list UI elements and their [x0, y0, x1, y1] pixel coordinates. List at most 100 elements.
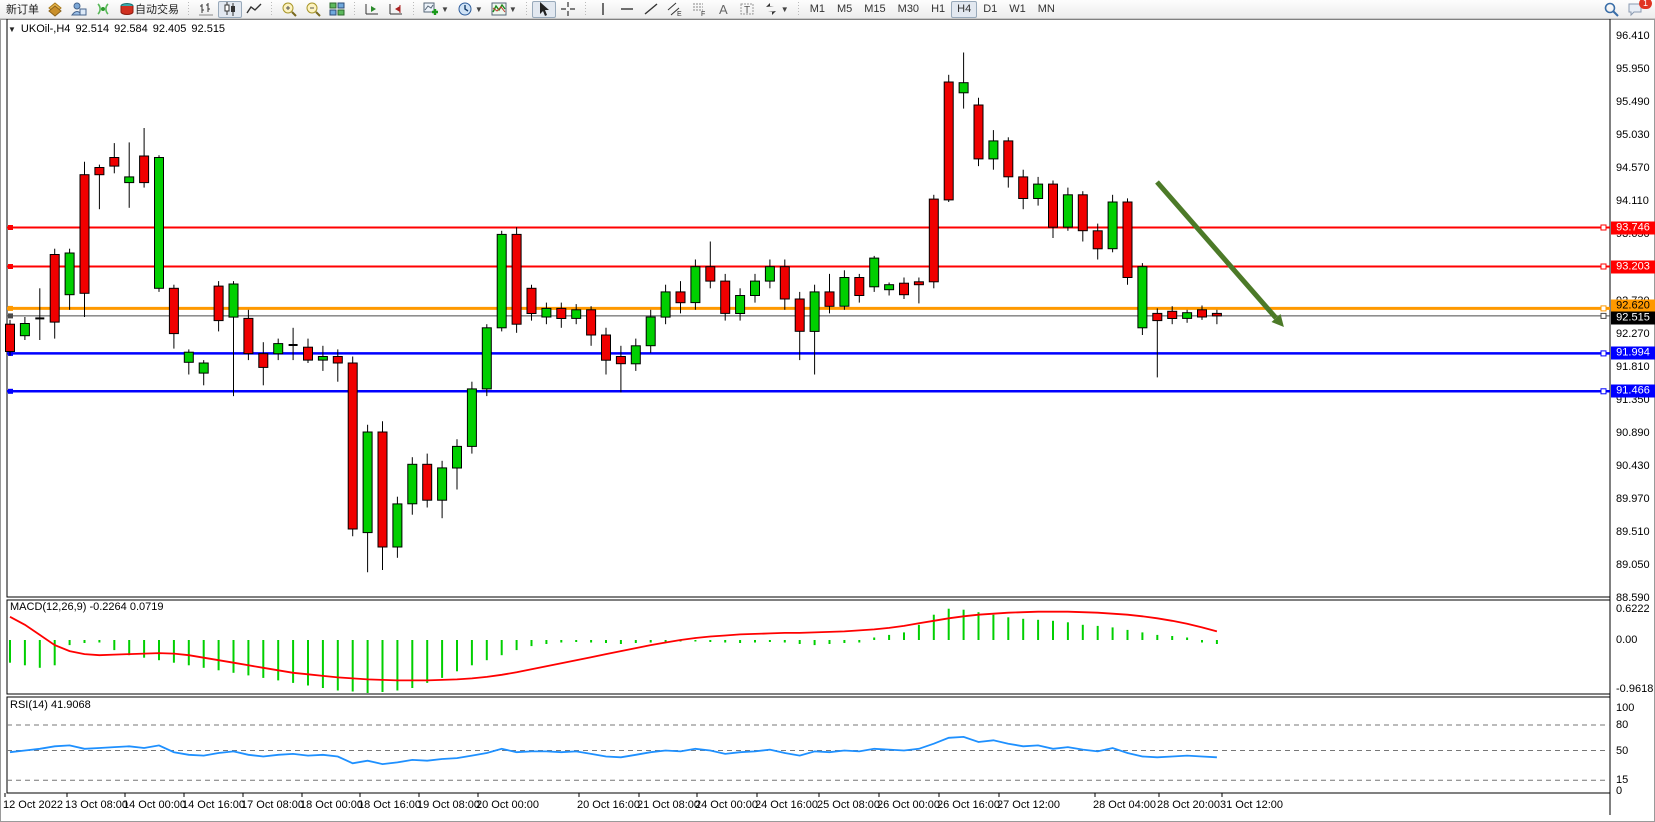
- horizontal-line-button[interactable]: [615, 1, 639, 18]
- time-axis-label: 26 Oct 16:00: [937, 799, 1000, 811]
- timeframe-button-m5[interactable]: M5: [836, 3, 853, 15]
- search-button[interactable]: [1599, 1, 1623, 18]
- toolbar-separator: [523, 1, 529, 17]
- text-label-icon: T: [739, 1, 755, 17]
- fibonacci-button[interactable]: F: [687, 1, 711, 18]
- line-chart-icon: [246, 1, 262, 17]
- search-icon: [1603, 1, 1619, 17]
- price-axis-label: 89.510: [1616, 525, 1650, 538]
- candlestick-chart-icon: [222, 1, 238, 17]
- indicators-button[interactable]: ▼: [487, 1, 521, 18]
- price-axis-label: 88.590: [1616, 592, 1650, 604]
- timeframe-button-w1[interactable]: W1: [1009, 3, 1026, 15]
- line-chart-button[interactable]: [242, 1, 266, 18]
- timeframe-button-h4[interactable]: H4: [951, 0, 978, 18]
- shapes-button[interactable]: ▼: [759, 1, 793, 18]
- trendline-button[interactable]: [639, 1, 663, 18]
- price-axis-label: 92.270: [1616, 327, 1650, 340]
- new-order-label: 新订单: [6, 4, 39, 16]
- chart-shift-button[interactable]: [384, 1, 408, 18]
- time-axis-label: 28 Oct 20:00: [1157, 799, 1220, 811]
- tile-windows-button[interactable]: [325, 1, 349, 18]
- price-axis-label: 95.950: [1616, 63, 1650, 76]
- time-axis-label: 26 Oct 00:00: [877, 799, 940, 811]
- price-axis-label: 95.490: [1616, 96, 1650, 109]
- rsi-axis-label: 100: [1616, 702, 1635, 714]
- text-label-button[interactable]: T: [735, 1, 759, 18]
- chevron-down-icon: ▼: [441, 4, 449, 14]
- macd-axis-label: 0.6222: [1616, 602, 1650, 615]
- timeframe-button-m1[interactable]: M1: [809, 3, 825, 15]
- toolbar-separator: [795, 1, 801, 17]
- price-axis-label: 89.050: [1616, 559, 1650, 571]
- new-order-button[interactable]: 新订单: [2, 1, 43, 18]
- timeframe-group: M1 M5 M15 M30 H1 H4 D1 W1 MN: [804, 0, 1061, 18]
- auto-trading-icon: [119, 1, 135, 17]
- price-axis-label: 96.410: [1616, 30, 1650, 42]
- market-watch-button[interactable]: [43, 1, 67, 18]
- svg-text:T: T: [744, 5, 750, 16]
- timeframe-button-d1[interactable]: D1: [983, 3, 998, 15]
- ohlc-open: 92.514: [75, 23, 110, 35]
- signals-icon: [95, 1, 111, 17]
- macd-indicator-label: MACD(12,26,9) -0.2264 0.0719: [10, 601, 164, 613]
- time-axis-label: 13 Oct 08:00: [65, 799, 128, 811]
- zoom-in-icon: [281, 1, 297, 17]
- fibonacci-icon: F: [691, 1, 707, 18]
- text-button[interactable]: A: [711, 1, 735, 18]
- time-axis-label: 14 Oct 16:00: [182, 799, 245, 811]
- auto-scroll-button[interactable]: [360, 1, 384, 18]
- candlestick-chart-button[interactable]: [218, 0, 242, 18]
- crosshair-icon: [560, 1, 576, 17]
- time-axis-label: 20 Oct 16:00: [577, 799, 640, 811]
- crosshair-button[interactable]: [556, 1, 580, 18]
- price-axis-label: 89.970: [1616, 492, 1650, 505]
- time-axis-label: 31 Oct 12:00: [1220, 799, 1283, 811]
- timeframe-button-m15[interactable]: M15: [864, 3, 886, 15]
- timeframe-button-m30[interactable]: M30: [897, 3, 920, 15]
- zoom-out-button[interactable]: [301, 1, 325, 18]
- timeframe-button-h1[interactable]: H1: [931, 3, 946, 15]
- chart-window[interactable]: [0, 19, 1655, 822]
- timeframe-button-mn[interactable]: MN: [1037, 3, 1055, 15]
- signals-button[interactable]: [91, 1, 115, 18]
- time-axis-label: 24 Oct 00:00: [695, 799, 758, 811]
- time-axis-label: 25 Oct 08:00: [817, 799, 880, 811]
- price-badge-91.466: 91.466: [1611, 384, 1655, 398]
- time-axis-label: 24 Oct 16:00: [755, 799, 818, 811]
- notifications-button[interactable]: 1: [1623, 0, 1652, 18]
- time-axis-label: 18 Oct 16:00: [358, 799, 421, 811]
- new-chart-icon: [423, 1, 439, 17]
- indicators-icon: [491, 1, 507, 17]
- chart-title-bar: ▼ UKOil-,H4 92.514 92.584 92.405 92.515: [8, 23, 225, 35]
- svg-text:E: E: [677, 11, 682, 17]
- ohlc-high: 92.584: [114, 23, 148, 35]
- rsi-axis-label: 0: [1616, 785, 1623, 797]
- vertical-line-button[interactable]: [591, 1, 615, 18]
- svg-text:A: A: [719, 2, 728, 17]
- chevron-down-icon[interactable]: ▼: [8, 24, 16, 34]
- price-axis-label: 94.570: [1616, 162, 1650, 175]
- period-button[interactable]: ▼: [453, 1, 487, 18]
- bar-chart-button[interactable]: [194, 1, 218, 18]
- strategy-tester-button[interactable]: [67, 1, 91, 18]
- price-axis-label: 95.030: [1616, 129, 1650, 142]
- horizontal-line-icon: [619, 1, 635, 17]
- main-toolbar: 新订单 自动交易 ▼ ▼ ▼: [0, 0, 1655, 19]
- new-chart-button[interactable]: ▼: [419, 1, 453, 18]
- equidistant-channel-icon: E: [667, 1, 683, 18]
- cursor-icon: [536, 1, 552, 17]
- auto-trading-button[interactable]: 自动交易: [115, 1, 183, 18]
- cursor-button[interactable]: [531, 0, 556, 18]
- time-axis-label: 14 Oct 00:00: [123, 799, 186, 811]
- equidistant-channel-button[interactable]: E: [663, 1, 687, 18]
- price-axis-label: 94.110: [1616, 195, 1649, 208]
- macd-axis-label: 0.00: [1616, 634, 1638, 646]
- period-icon: [457, 1, 473, 17]
- chevron-down-icon: ▼: [780, 4, 789, 14]
- rsi-axis-label: 15: [1616, 774, 1629, 787]
- price-axis-label: 91.810: [1616, 360, 1650, 373]
- chart-symbol-timeframe: UKOil-,H4: [20, 23, 71, 35]
- tile-windows-icon: [329, 1, 345, 17]
- zoom-in-button[interactable]: [277, 1, 301, 18]
